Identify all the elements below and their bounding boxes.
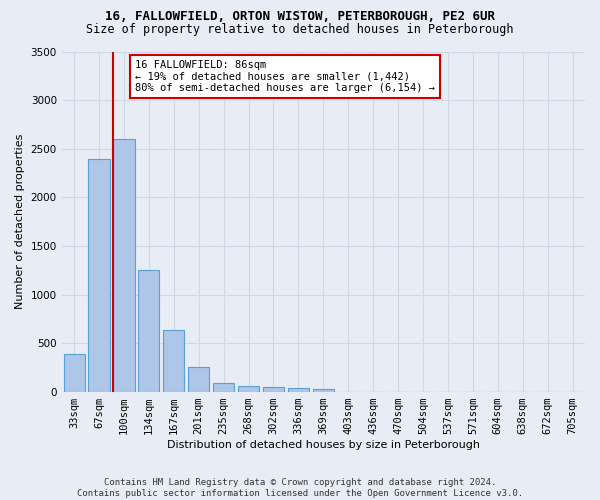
- Bar: [238, 386, 259, 392]
- Bar: [64, 354, 85, 392]
- Text: Contains HM Land Registry data © Crown copyright and database right 2024.
Contai: Contains HM Land Registry data © Crown c…: [77, 478, 523, 498]
- Bar: [263, 386, 284, 392]
- Bar: [113, 139, 134, 392]
- Bar: [288, 388, 309, 392]
- Y-axis label: Number of detached properties: Number of detached properties: [15, 134, 25, 310]
- Bar: [163, 330, 184, 392]
- Bar: [213, 384, 234, 392]
- Text: Size of property relative to detached houses in Peterborough: Size of property relative to detached ho…: [86, 22, 514, 36]
- Text: 16 FALLOWFIELD: 86sqm
← 19% of detached houses are smaller (1,442)
80% of semi-d: 16 FALLOWFIELD: 86sqm ← 19% of detached …: [135, 60, 435, 93]
- Bar: [88, 158, 110, 392]
- X-axis label: Distribution of detached houses by size in Peterborough: Distribution of detached houses by size …: [167, 440, 480, 450]
- Text: 16, FALLOWFIELD, ORTON WISTOW, PETERBOROUGH, PE2 6UR: 16, FALLOWFIELD, ORTON WISTOW, PETERBORO…: [105, 10, 495, 23]
- Bar: [138, 270, 160, 392]
- Bar: [313, 388, 334, 392]
- Bar: [188, 367, 209, 392]
